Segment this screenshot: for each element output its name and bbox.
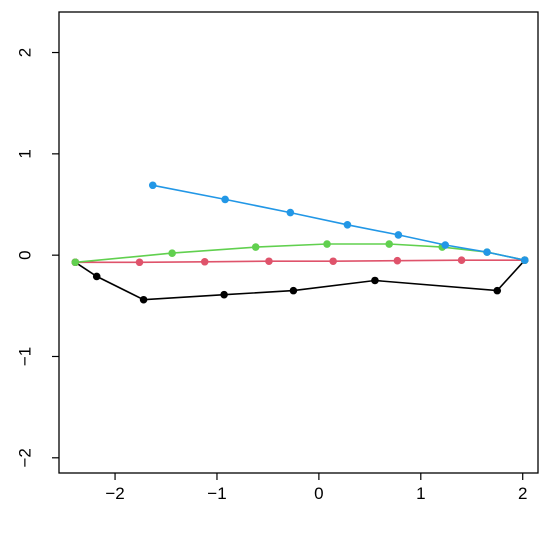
series-1-point xyxy=(493,286,502,295)
y-tick-label: 2 xyxy=(16,48,35,57)
x-tick-label: −2 xyxy=(105,484,124,503)
series-line-4 xyxy=(152,184,525,261)
series-line-1 xyxy=(74,259,526,301)
series-4-point xyxy=(221,195,229,204)
series-4-point xyxy=(286,208,295,217)
series-4-point xyxy=(148,181,157,190)
x-tick-label: −1 xyxy=(207,484,226,503)
series-3-point xyxy=(385,240,394,248)
series-4-point xyxy=(520,256,529,265)
y-axis: −2 −1 0 1 2 xyxy=(16,48,59,467)
series-4-point xyxy=(483,248,491,256)
x-tick-label: 1 xyxy=(416,484,425,503)
series-2-point xyxy=(329,257,337,266)
series-3-point xyxy=(71,258,80,267)
series-4-point xyxy=(441,241,450,249)
series-4-point xyxy=(343,220,352,229)
x-axis: −2 −1 0 1 2 xyxy=(105,473,527,503)
y-tick-label: 1 xyxy=(16,149,35,158)
series-2-point xyxy=(135,258,144,267)
series-1-point xyxy=(220,290,228,299)
series-2-point xyxy=(393,256,402,265)
series-1-point xyxy=(139,295,148,304)
series-2-point xyxy=(457,256,466,265)
series-line-2 xyxy=(75,259,525,264)
series-1-point xyxy=(92,272,101,281)
series-layer xyxy=(71,181,529,304)
series-1-point xyxy=(289,286,298,295)
y-tick-label: 0 xyxy=(16,250,35,259)
x-tick-label: 0 xyxy=(314,484,323,503)
series-4-point xyxy=(394,231,403,239)
plot-frame xyxy=(58,11,539,474)
y-tick-label: −2 xyxy=(16,448,35,467)
series-3-point xyxy=(168,249,176,257)
series-3-point xyxy=(323,240,331,248)
x-tick-label: 2 xyxy=(518,484,527,503)
series-1-point xyxy=(371,276,379,285)
y-tick-label: −1 xyxy=(16,347,35,366)
series-2-point xyxy=(200,257,209,266)
series-2-point xyxy=(265,257,273,266)
series-3-point xyxy=(251,243,260,251)
